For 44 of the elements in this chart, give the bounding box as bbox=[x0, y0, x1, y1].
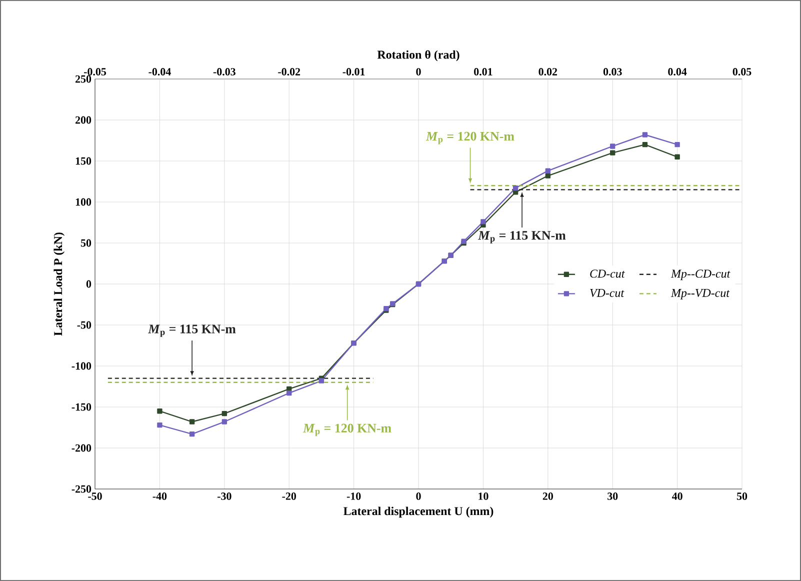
x-tick-label: 0 bbox=[416, 492, 421, 500]
legend-label: Mp--VD-cut bbox=[670, 289, 730, 300]
annotation: M$_{p}$ = 115 KN-m bbox=[478, 231, 566, 244]
legend-label: VD-cut bbox=[590, 289, 624, 298]
y-tick-label: -50 bbox=[77, 321, 92, 329]
x-tick-label: -30 bbox=[218, 492, 232, 500]
x2-tick-label: 0.05 bbox=[732, 68, 752, 76]
annotation: M$_{p}$ = 120 KN-m bbox=[426, 132, 514, 144]
x2-tick-label: 0.03 bbox=[603, 68, 622, 76]
x-tick-label: -50 bbox=[88, 492, 102, 500]
y-axis-title: Lateral Load P (kN) bbox=[54, 232, 65, 336]
y-tick-label: 50 bbox=[80, 239, 92, 247]
x-tick-label: -10 bbox=[346, 492, 361, 500]
x2-tick-label: -0.04 bbox=[148, 68, 171, 76]
x-tick-label: 30 bbox=[608, 492, 618, 500]
x-tick-label: 20 bbox=[542, 492, 553, 500]
x-tick-label: 50 bbox=[736, 492, 748, 500]
y-tick-label: -200 bbox=[72, 444, 92, 452]
annotation: M$_{p}$ = 115 KN-m bbox=[148, 324, 236, 337]
x2-tick-label: -0.05 bbox=[84, 68, 106, 76]
x-axis-title: Lateral displacement U (mm) bbox=[344, 506, 494, 518]
x2-tick-label: 0 bbox=[416, 68, 421, 76]
y-tick-label: -250 bbox=[72, 485, 92, 493]
y-tick-label: 250 bbox=[75, 75, 92, 83]
x-tick-label: -20 bbox=[282, 492, 296, 500]
x2-axis-title: Rotation θ (rad) bbox=[377, 50, 460, 62]
y-tick-label: 100 bbox=[76, 198, 92, 206]
x2-tick-label: 0.01 bbox=[474, 68, 492, 76]
x2-tick-label: -0.01 bbox=[342, 68, 365, 76]
x2-tick-label: 0.04 bbox=[668, 68, 687, 76]
x-tick-label: 40 bbox=[672, 492, 682, 500]
x2-tick-label: 0.02 bbox=[538, 68, 558, 76]
legend-label: CD-cut bbox=[590, 270, 625, 278]
legend-label: Mp--CD-cut bbox=[670, 270, 730, 280]
x-tick-label: 10 bbox=[478, 492, 488, 500]
y-tick-label: -100 bbox=[72, 362, 92, 370]
x2-tick-label: -0.03 bbox=[213, 68, 236, 76]
x2-tick-label: -0.02 bbox=[278, 68, 300, 76]
x-tick-label: -40 bbox=[152, 492, 167, 500]
y-tick-label: 200 bbox=[75, 116, 92, 124]
y-tick-label: 150 bbox=[76, 157, 92, 165]
annotation: M$_{p}$ = 120 KN-m bbox=[302, 424, 392, 436]
y-tick-label: 0 bbox=[86, 280, 92, 288]
y-tick-label: -150 bbox=[72, 403, 92, 411]
